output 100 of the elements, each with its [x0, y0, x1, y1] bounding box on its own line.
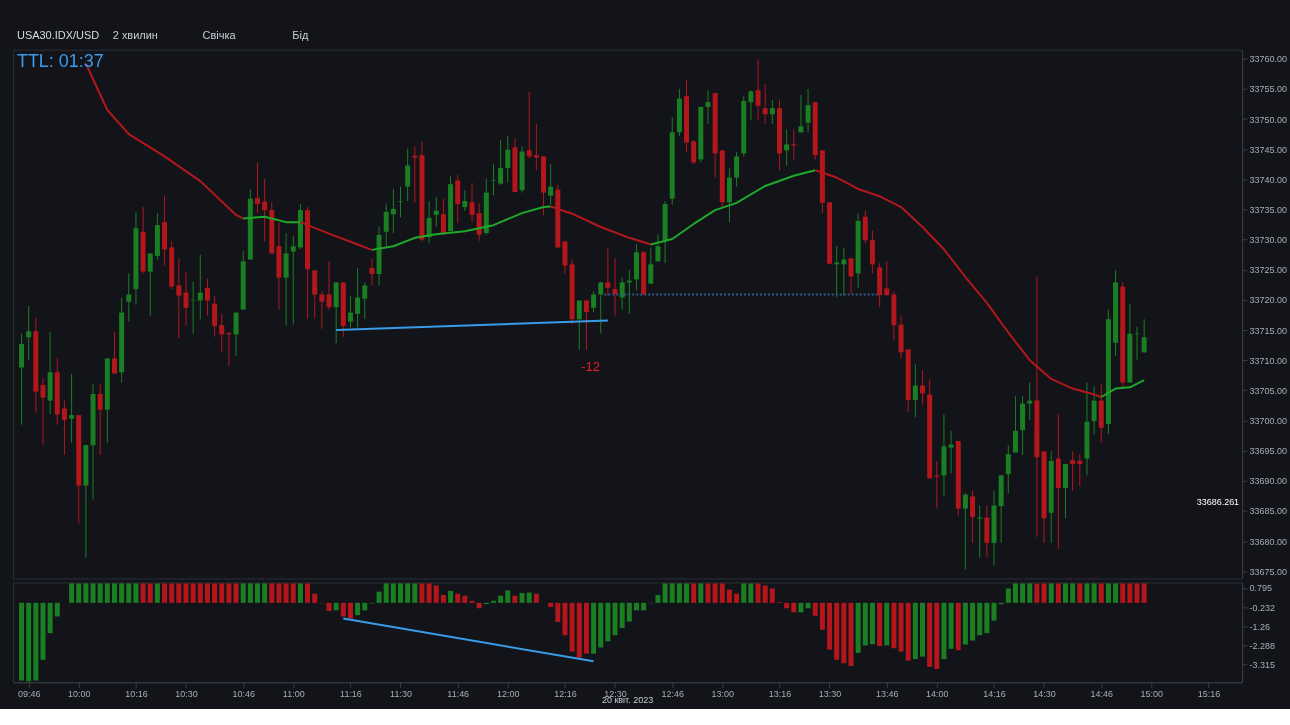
- bar: [598, 602, 604, 648]
- bar: [1098, 583, 1104, 603]
- bar: [54, 602, 60, 617]
- bar: [941, 602, 947, 660]
- candlestick: [319, 290, 325, 330]
- bar: [419, 583, 425, 603]
- bar: [405, 583, 411, 603]
- x-tick-label: 10:46: [232, 688, 255, 699]
- bar: [169, 583, 175, 603]
- candlestick: [219, 313, 225, 353]
- bar: [240, 583, 246, 603]
- text: Свічка: [202, 28, 237, 41]
- candlestick: [469, 182, 475, 223]
- bar: [734, 593, 740, 603]
- bar: [1134, 583, 1140, 603]
- candlestick: [762, 83, 768, 125]
- x-tick-label: 11:46: [447, 688, 470, 699]
- candlestick: [255, 161, 260, 214]
- bar: [669, 583, 675, 603]
- bar: [40, 602, 46, 660]
- chart-title: USA30.IDX/USD: [16, 28, 100, 41]
- bar: [362, 602, 368, 611]
- bar: [626, 602, 632, 622]
- bar: [862, 602, 868, 646]
- bar: [834, 602, 840, 660]
- bar: [755, 583, 761, 603]
- candlestick: [912, 363, 918, 418]
- bar: [498, 595, 504, 603]
- bar: [112, 583, 117, 603]
- candlestick: [734, 151, 740, 188]
- line-series: [370, 205, 552, 251]
- candlestick: [648, 246, 654, 285]
- candlestick: [748, 89, 754, 121]
- x-tick-label: 12:16: [554, 688, 577, 699]
- bar: [948, 602, 954, 649]
- candlestick: [26, 305, 32, 361]
- bar: [684, 583, 690, 603]
- x-tick-label: 12:46: [661, 688, 684, 699]
- bar: [855, 602, 861, 653]
- annotation: 33686.261: [1196, 496, 1240, 507]
- candlestick: [705, 89, 711, 125]
- bar: [819, 602, 825, 630]
- candlestick: [505, 135, 511, 183]
- candlestick: [347, 295, 353, 329]
- bar: [934, 602, 940, 669]
- candlestick: [934, 460, 940, 510]
- bar: [19, 602, 25, 681]
- bar: [712, 583, 718, 603]
- bar: [662, 583, 668, 603]
- candlestick: [884, 260, 890, 297]
- bar: [612, 602, 618, 636]
- bar: [97, 583, 103, 603]
- candlestick: [40, 377, 46, 446]
- bar: [219, 583, 225, 603]
- bar: [190, 583, 196, 603]
- bar: [927, 602, 933, 667]
- bar: [633, 602, 639, 611]
- bar: [512, 595, 518, 603]
- bar: [1063, 583, 1068, 603]
- x-tick-label: 15:00: [1140, 688, 1164, 699]
- candlestick: [1005, 444, 1011, 494]
- y-tick-label: -3.315: [1249, 660, 1276, 671]
- bar: [462, 595, 468, 603]
- x-tick-label: 14:16: [983, 688, 1006, 699]
- y-tick-label: 33730.00: [1249, 235, 1288, 246]
- x-tick-label: 14:30: [1033, 688, 1056, 699]
- bar: [562, 602, 568, 636]
- y-tick-label: 33750.00: [1249, 114, 1288, 125]
- bar: [533, 593, 539, 603]
- bar: [726, 589, 732, 603]
- bar: [583, 602, 589, 654]
- bar: [691, 583, 697, 603]
- y-tick-label: -0.232: [1249, 602, 1276, 613]
- bar: [719, 583, 725, 603]
- candlestick: [583, 299, 589, 351]
- bar: [247, 583, 253, 603]
- bar: [283, 583, 289, 603]
- bar: [119, 583, 125, 603]
- bar: [519, 592, 525, 603]
- bar: [33, 602, 39, 681]
- bar: [1034, 583, 1040, 603]
- bar: [355, 602, 361, 616]
- bar: [154, 583, 160, 603]
- bar: [297, 583, 303, 603]
- bar: [955, 602, 961, 651]
- bar: [233, 583, 239, 603]
- candlestick: [204, 278, 210, 317]
- candlestick: [862, 210, 868, 244]
- bar: [133, 583, 139, 603]
- y-tick-label: 33715.00: [1249, 325, 1288, 336]
- candlestick: [455, 174, 461, 224]
- candlestick: [490, 163, 496, 196]
- bar: [147, 583, 153, 603]
- candlestick: [769, 99, 775, 125]
- bar: [827, 602, 833, 650]
- bar: [162, 583, 168, 603]
- bar: [984, 602, 990, 634]
- bar: [812, 602, 818, 616]
- bar: [1141, 583, 1147, 603]
- x-tick-label: 13:00: [711, 688, 735, 699]
